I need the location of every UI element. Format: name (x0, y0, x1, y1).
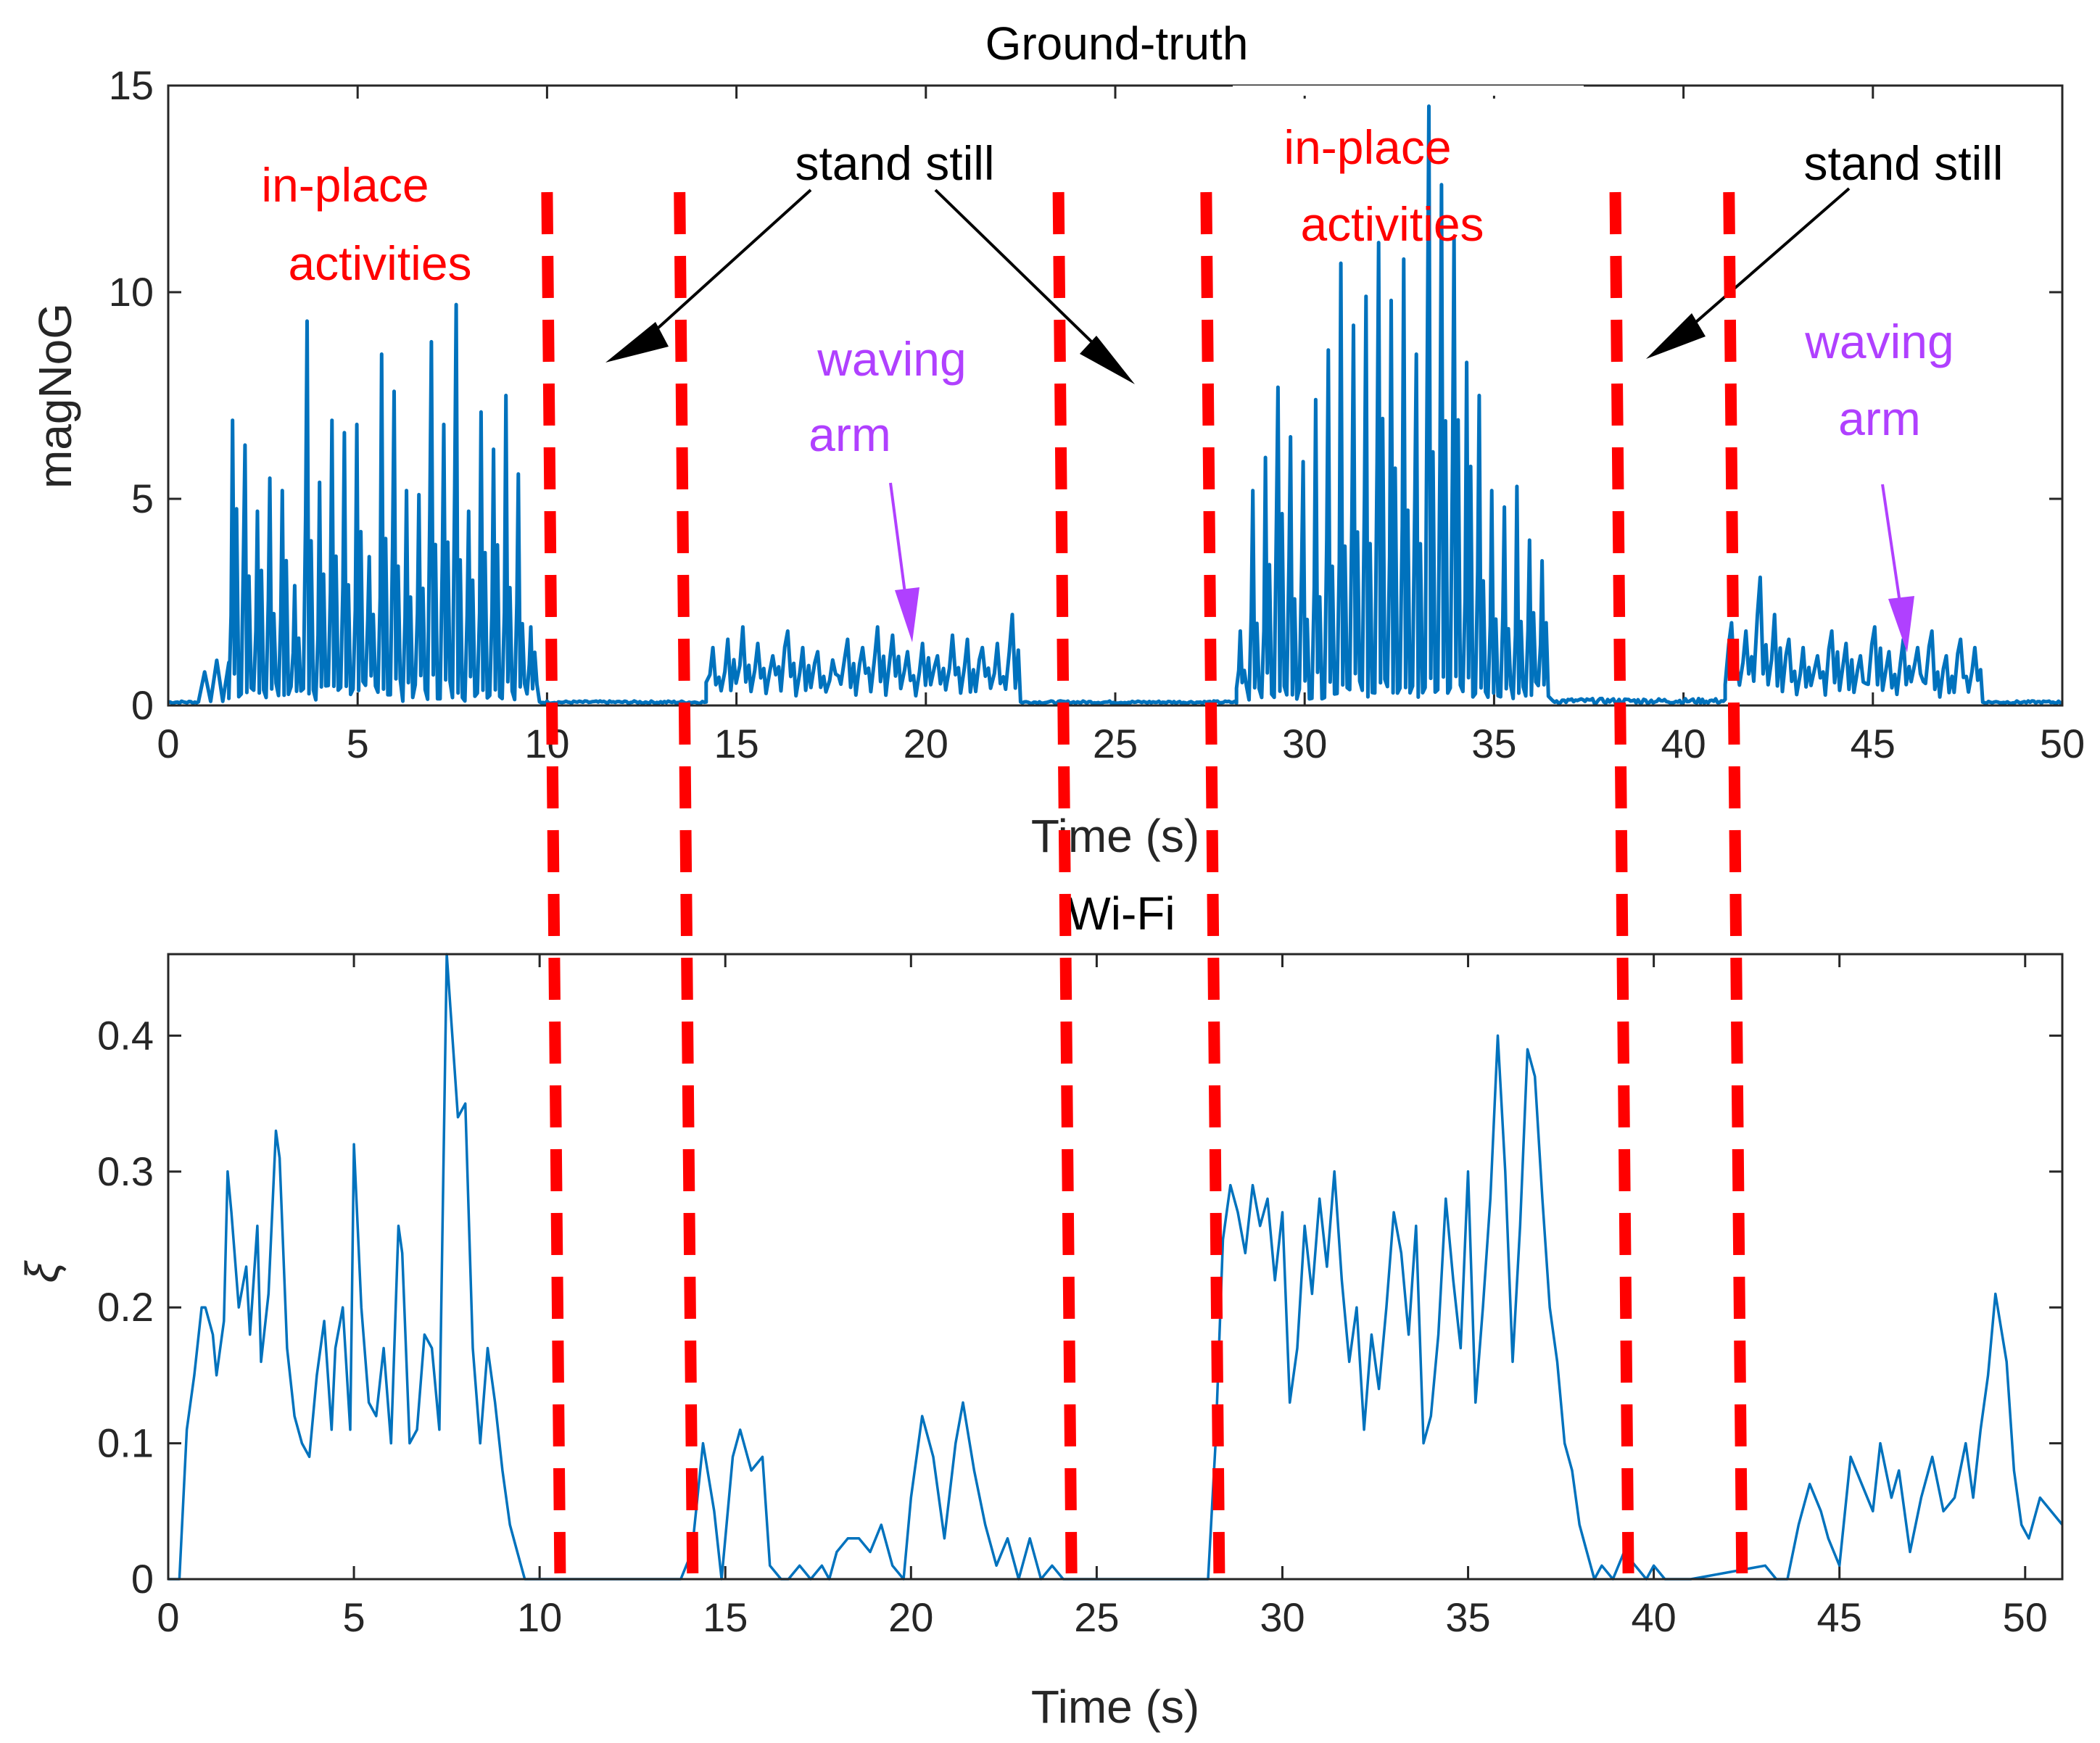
wifi-xtick-label: 10 (517, 1594, 562, 1640)
segment-divider (1723, 191, 1748, 1574)
wifi-plot: Wi-Fi 0 5 10 15 20 25 30 35 40 45 5000.10.20.30.4 … (16, 887, 2064, 1733)
arrow-head (895, 587, 919, 642)
ground-truth-xtick-label: 40 (1661, 721, 1706, 766)
segment-divider (1052, 191, 1078, 1574)
wifi-xtick-label: 50 (2003, 1594, 2048, 1640)
wifi-ylabel: ξ (16, 1260, 68, 1283)
wifi-xtick-label: 35 (1445, 1594, 1490, 1640)
wifi-xtick-label: 15 (703, 1594, 748, 1640)
annotation-text: stand still (795, 136, 994, 190)
arrow-head (1080, 336, 1135, 384)
wifi-xtick-label: 20 (888, 1594, 933, 1640)
segment-divider (1200, 191, 1225, 1574)
wifi-ytick-label: 0.3 (97, 1148, 154, 1194)
annotation-text: activities (1300, 197, 1484, 251)
ground-truth-xtick-label: 20 (904, 721, 948, 766)
wifi-xtick-label: 45 (1817, 1594, 1862, 1640)
wifi-xlabel: Time (s) (1031, 1681, 1199, 1733)
annotation-text: waving (817, 332, 966, 386)
annotation-text: activities (288, 236, 471, 290)
segment-dividers (541, 191, 1748, 1574)
annotation-stand-still-2: stand still (1646, 136, 2004, 359)
ground-truth-xtick-label: 15 (714, 721, 758, 766)
segment-divider (541, 191, 566, 1574)
wifi-title: Wi-Fi (1067, 887, 1175, 940)
arrow-shaft (628, 189, 812, 355)
annotation-text: in-place (261, 158, 429, 212)
annotation-stand-still-1: stand still (605, 136, 1135, 384)
ground-truth-series (168, 104, 2063, 705)
annotation-text: waving (1804, 315, 1954, 368)
arrow-head (1646, 313, 1706, 359)
ground-truth-xtick-label: 25 (1093, 721, 1138, 766)
ground-truth-axes-box (167, 84, 2064, 707)
annotation-in-place-activities-1: in-place activities (261, 158, 471, 290)
title-mask (1233, 86, 1584, 96)
ground-truth-xtick-label: 5 (347, 721, 369, 766)
arrow-head (605, 322, 669, 363)
arrow-shaft (934, 189, 1118, 368)
wifi-ytick-label: 0.2 (97, 1284, 154, 1330)
ground-truth-ytick-label: 0 (131, 682, 154, 728)
wifi-xtick-label: 40 (1631, 1594, 1676, 1640)
annotation-waving-arm-2: waving arm (1804, 315, 1954, 653)
wifi-ytick-label: 0.1 (97, 1420, 154, 1466)
annotation-text: stand still (1803, 136, 2003, 190)
ground-truth-xtick-label: 0 (157, 721, 179, 766)
arrow-head (1888, 596, 1914, 653)
wifi-xtick-label: 0 (157, 1594, 179, 1640)
annotation-text: arm (809, 407, 891, 461)
ground-truth-plot: Ground-truth 05101520253035404550051015 … (29, 17, 2085, 862)
arrow-shaft (1666, 187, 1851, 348)
wifi-ytick-label: 0 (131, 1556, 154, 1602)
ground-truth-xlabel: Time (s) (1031, 810, 1199, 862)
wifi-ticks: 0 5 10 15 20 25 30 35 40 45 50 0 0.1 0.2 0.3 0.4 (97, 954, 2062, 1640)
ground-truth-ytick-label: 10 (109, 269, 154, 315)
ground-truth-ylabel: magNoG (29, 303, 81, 489)
ground-truth-title: Ground-truth (985, 17, 1249, 70)
wifi-xtick-label: 5 (343, 1594, 365, 1640)
wifi-xtick-label: 30 (1260, 1594, 1305, 1640)
ground-truth-ticks: 05101520253035404550051015 (109, 62, 2085, 766)
wifi-ytick-label: 0.4 (97, 1012, 154, 1058)
segment-divider (674, 191, 699, 1574)
wifi-axes-box (167, 953, 2064, 1581)
ground-truth-xtick-label: 30 (1282, 721, 1327, 766)
ground-truth-line (168, 104, 2063, 705)
wifi-xtick-label: 25 (1074, 1594, 1119, 1640)
ground-truth-ytick-label: 5 (131, 476, 154, 521)
ground-truth-xtick-label: 50 (2040, 721, 2085, 766)
annotation-text: arm (1838, 392, 1921, 445)
ground-truth-xtick-label: 45 (1851, 721, 1896, 766)
annotation-in-place-activities-2: in-place activities (1283, 120, 1484, 251)
ground-truth-xtick-label: 35 (1471, 721, 1516, 766)
ground-truth-ytick-label: 15 (109, 62, 154, 108)
annotation-waving-arm-1: waving arm (809, 332, 967, 642)
segment-divider (1609, 191, 1634, 1574)
annotation-text: in-place (1283, 120, 1451, 174)
